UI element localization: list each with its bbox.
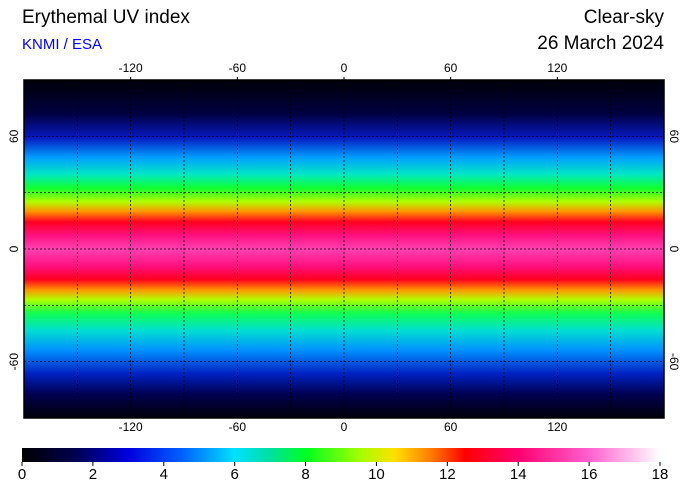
source: KNMI / ESA [22, 36, 102, 53]
lat-label-left: 0 [7, 245, 21, 252]
colorbar-label: 4 [160, 466, 168, 483]
lon-label-top: 120 [547, 61, 567, 75]
lon-label-top: -60 [229, 61, 247, 75]
colorbar-label: 12 [439, 466, 456, 483]
lon-label-bottom: -60 [229, 420, 247, 434]
graticule [24, 80, 664, 418]
lon-label-bottom: 60 [444, 420, 458, 434]
title: Erythemal UV index [22, 7, 190, 28]
colorbar-label: 14 [510, 466, 527, 483]
colorbar-label: 10 [368, 466, 385, 483]
lat-label-right: 60 [667, 130, 681, 144]
labels: -120 -120 -60 -60 0 0 60 60 120 120 60 60 0 0 -60 -60 0 2… [7, 61, 681, 483]
colorbar-label: 2 [89, 466, 97, 483]
colorbar-label: 16 [581, 466, 598, 483]
lon-label-bottom: -120 [119, 420, 143, 434]
lon-label-top: 60 [444, 61, 458, 75]
lat-label-right: 0 [667, 246, 681, 253]
lon-label-bottom: 120 [547, 420, 567, 434]
colorbar-label: 0 [18, 466, 26, 483]
colorbar-label: 6 [230, 466, 238, 483]
lon-label-top: -120 [119, 61, 143, 75]
lat-label-left: 60 [7, 129, 21, 143]
lon-label-top: 0 [341, 61, 348, 75]
condition: Clear-sky [584, 7, 665, 28]
lat-label-left: -60 [7, 353, 21, 371]
colorbar [22, 448, 660, 462]
colorbar-label: 18 [652, 466, 669, 483]
colorbar-label: 8 [301, 466, 309, 483]
lon-label-bottom: 0 [341, 420, 348, 434]
date: 26 March 2024 [537, 33, 664, 54]
lat-label-right: -60 [667, 353, 681, 371]
